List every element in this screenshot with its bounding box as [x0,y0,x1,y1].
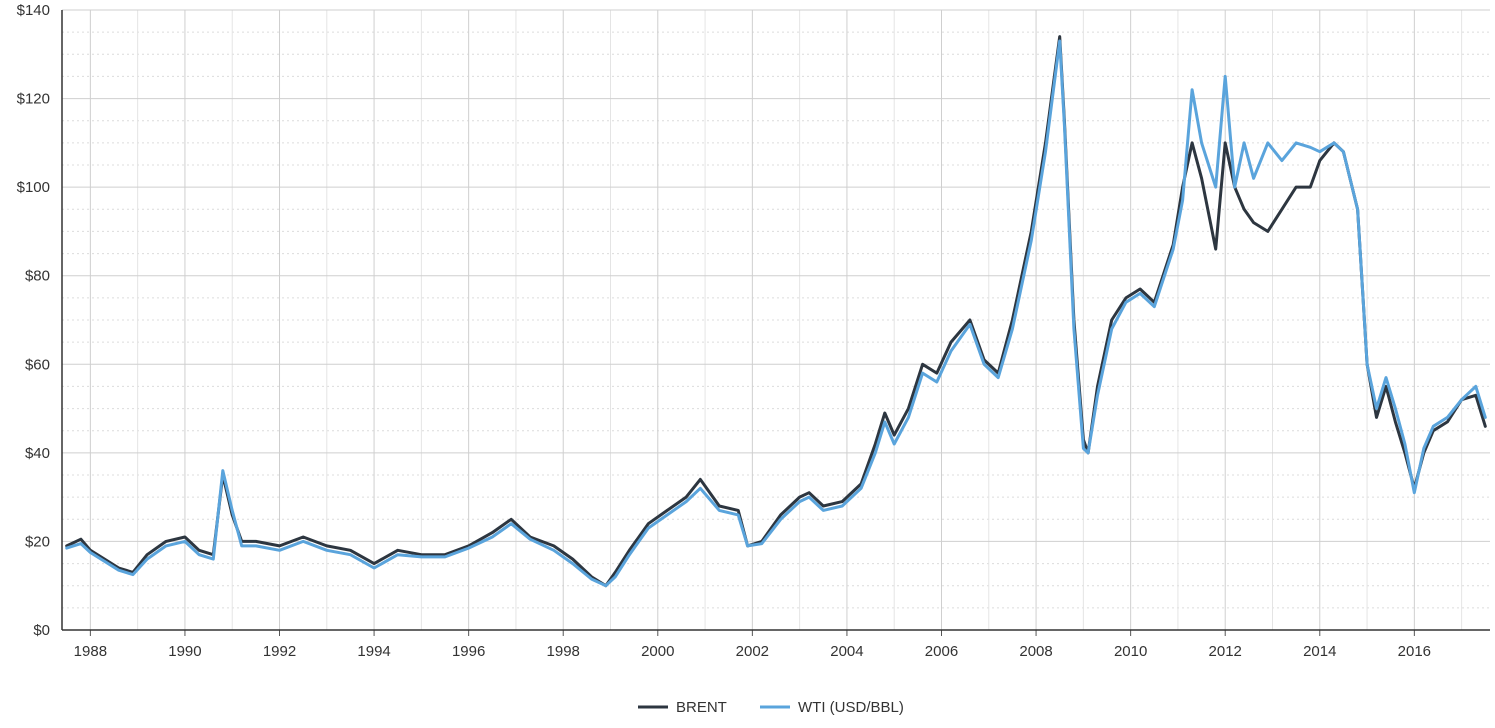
x-tick-label: 1998 [547,643,580,660]
x-tick-label: 1996 [452,643,485,660]
y-tick-label: $60 [25,356,50,373]
axes: $0 $20 $40 $60 $80 $100 $120 $140 1988 1990 1992 19… [17,2,1490,660]
y-tick-label: $120 [17,91,50,108]
legend: BRENT WTI (USD/BBL) [638,699,904,716]
legend-label: WTI (USD/BBL) [798,699,904,716]
x-tick-label: 2004 [830,643,863,660]
x-tick-label: 1988 [74,643,107,660]
x-tick-label: 2006 [925,643,958,660]
x-tick-label: 2002 [736,643,769,660]
x-tick-label: 2012 [1209,643,1242,660]
y-tick-label: $20 [25,533,50,550]
series-line-brent [65,35,1487,588]
y-tick-label: $0 [33,622,50,639]
x-tick-label: 2014 [1303,643,1336,660]
x-tick-label: 1990 [168,643,201,660]
x-tick-label: 2016 [1398,643,1431,660]
x-tick-label: 1994 [357,643,390,660]
y-tick-label: $40 [25,445,50,462]
series-line-wti [65,39,1487,588]
x-tick-label: 2010 [1114,643,1147,660]
series-lines [65,35,1487,588]
legend-label: BRENT [676,699,727,716]
y-tick-label: $100 [17,179,50,196]
grid [62,9,1490,631]
x-tick-label: 2008 [1019,643,1052,660]
y-tick-label: $140 [17,2,50,19]
y-tick-label: $80 [25,268,50,285]
x-tick-label: 1992 [263,643,296,660]
x-tick-label: 2000 [641,643,674,660]
